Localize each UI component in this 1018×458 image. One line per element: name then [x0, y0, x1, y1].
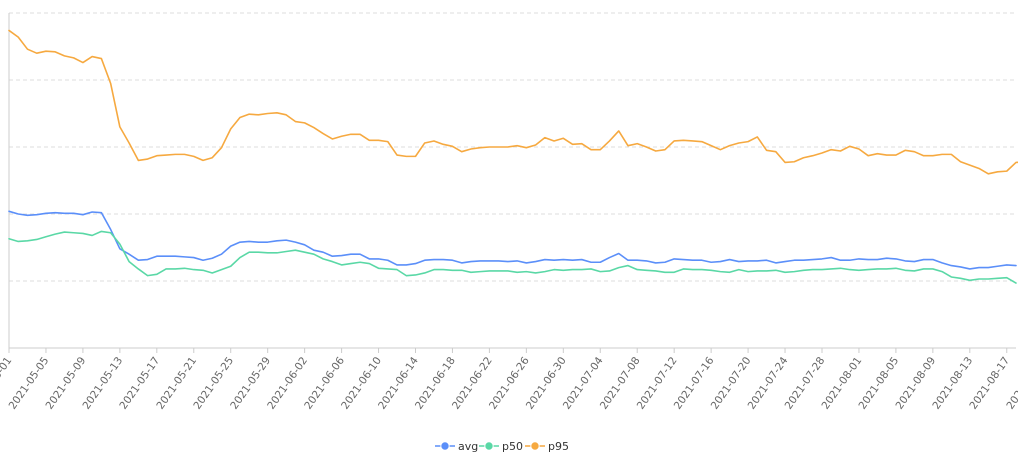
legend-label: p50: [502, 440, 523, 453]
series-line-p95[interactable]: [8, 29, 1018, 175]
legend-item-p95[interactable]: p95: [525, 440, 569, 453]
legend-marker-icon: [530, 441, 540, 451]
legend-item-p50[interactable]: p50: [479, 440, 523, 453]
x-axis: 2021-05-012021-05-052021-05-092021-05-13…: [0, 347, 1018, 412]
legend-marker-icon: [440, 441, 450, 451]
series-line-p50[interactable]: [8, 230, 1017, 284]
legend-label: avg: [458, 440, 478, 453]
series-line-avg[interactable]: [8, 210, 1017, 270]
series-lines: [8, 29, 1018, 284]
legend-item-avg[interactable]: avg: [435, 440, 478, 453]
legend-marker-icon: [484, 441, 494, 451]
legend[interactable]: avg p50 p95: [435, 440, 569, 453]
legend-label: p95: [548, 440, 569, 453]
